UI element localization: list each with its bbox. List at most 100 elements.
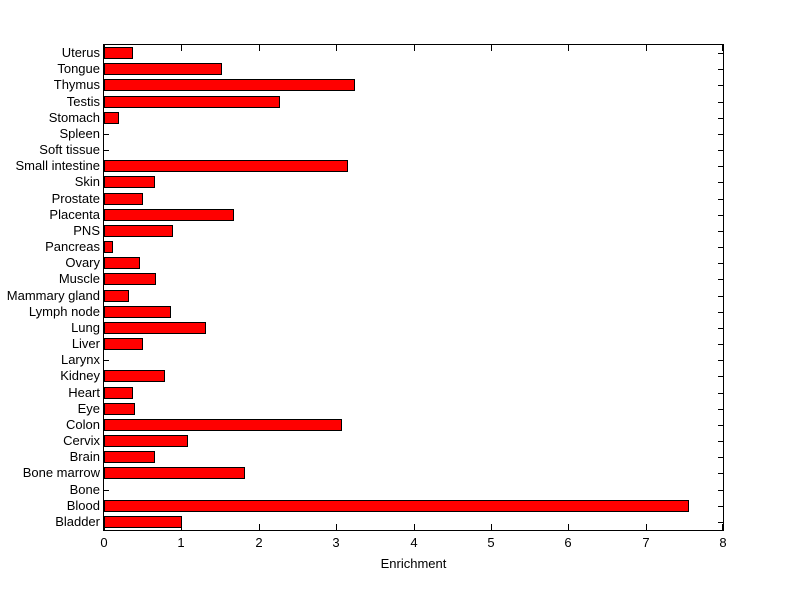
x-axis-tick-bottom	[259, 524, 260, 530]
y-axis-tick-right	[718, 425, 723, 426]
bar-kidney	[104, 370, 165, 382]
y-axis-tick-right	[718, 296, 723, 297]
y-axis-tick-right	[718, 182, 723, 183]
y-tick-label-spleen: Spleen	[59, 126, 100, 141]
y-axis-tick-left	[104, 490, 109, 491]
y-tick-label-uterus: Uterus	[61, 45, 100, 60]
x-tick-label: 4	[410, 535, 418, 550]
y-tick-label-kidney: Kidney	[60, 368, 100, 383]
y-axis-tick-left	[104, 150, 109, 151]
x-tick-label: 1	[177, 535, 185, 550]
bar-testis	[104, 96, 280, 108]
y-tick-label-colon: Colon	[66, 417, 100, 432]
bar-prostate	[104, 193, 143, 205]
bar-mammary-gland	[104, 290, 129, 302]
bar-pancreas	[104, 241, 113, 253]
y-axis-tick-right	[718, 118, 723, 119]
bar-liver	[104, 338, 143, 350]
y-tick-label-ovary: Ovary	[65, 255, 100, 270]
y-axis-tick-right	[718, 53, 723, 54]
x-axis-tick-bottom	[568, 524, 569, 530]
x-axis-title: Enrichment	[380, 556, 447, 571]
bar-lung	[104, 322, 206, 334]
bar-small-intestine	[104, 160, 348, 172]
y-tick-label-brain: Brain	[69, 449, 100, 464]
y-tick-label-small-intestine: Small intestine	[15, 158, 100, 173]
bar-ovary	[104, 257, 140, 269]
y-axis-tick-right	[718, 522, 723, 523]
bar-placenta	[104, 209, 234, 221]
bar-tongue	[104, 63, 222, 75]
bar-bladder	[104, 516, 182, 528]
y-axis-tick-right	[718, 393, 723, 394]
y-axis-tick-right	[718, 102, 723, 103]
y-axis-tick-right	[718, 441, 723, 442]
y-tick-label-soft-tissue: Soft tissue	[39, 142, 100, 157]
y-tick-label-skin: Skin	[74, 174, 100, 189]
y-tick-label-eye: Eye	[77, 401, 100, 416]
y-axis-tick-right	[718, 247, 723, 248]
y-axis-tick-left	[104, 360, 109, 361]
bar-brain	[104, 451, 155, 463]
y-axis-tick-right	[718, 473, 723, 474]
y-tick-label-prostate: Prostate	[51, 191, 100, 206]
y-tick-label-blood: Blood	[66, 498, 100, 513]
bar-pns	[104, 225, 173, 237]
y-tick-label-bone: Bone	[69, 482, 100, 497]
y-axis-tick-right	[718, 490, 723, 491]
bar-stomach	[104, 112, 119, 124]
y-tick-label-placenta: Placenta	[49, 207, 100, 222]
y-axis-tick-right	[718, 69, 723, 70]
y-tick-label-testis: Testis	[66, 94, 100, 109]
y-axis-tick-right	[718, 376, 723, 377]
bar-lymph-node	[104, 306, 171, 318]
y-tick-label-lung: Lung	[71, 320, 100, 335]
x-axis-tick-bottom	[491, 524, 492, 530]
y-axis-tick-right	[718, 344, 723, 345]
bar-heart	[104, 387, 133, 399]
bar-bone-marrow	[104, 467, 245, 479]
y-axis-tick-right	[718, 506, 723, 507]
bar-muscle	[104, 273, 156, 285]
bar-skin	[104, 176, 155, 188]
x-axis-tick-top	[568, 45, 569, 51]
y-tick-label-liver: Liver	[71, 336, 100, 351]
y-axis-tick-right	[718, 199, 723, 200]
x-tick-label: 0	[100, 535, 108, 550]
y-tick-label-muscle: Muscle	[58, 271, 100, 286]
x-axis-tick-bottom	[336, 524, 337, 530]
x-axis-tick-bottom	[722, 524, 723, 530]
y-axis-tick-right	[718, 457, 723, 458]
y-axis-tick-right	[718, 312, 723, 313]
y-tick-label-thymus: Thymus	[53, 77, 100, 92]
y-axis-tick-right	[718, 215, 723, 216]
x-axis-tick-top	[414, 45, 415, 51]
y-tick-label-mammary-gland: Mammary gland	[6, 288, 100, 303]
x-axis-tick-top	[336, 45, 337, 51]
x-axis-tick-top	[722, 45, 723, 51]
bar-eye	[104, 403, 135, 415]
x-axis-tick-top	[259, 45, 260, 51]
y-tick-label-stomach: Stomach	[48, 110, 100, 125]
y-axis-tick-right	[718, 231, 723, 232]
x-tick-label: 2	[255, 535, 263, 550]
plot-area	[103, 44, 724, 531]
y-tick-label-bone-marrow: Bone marrow	[22, 465, 100, 480]
x-axis-tick-top	[491, 45, 492, 51]
x-tick-label: 8	[719, 535, 727, 550]
y-axis-tick-right	[718, 409, 723, 410]
y-axis-tick-left	[104, 134, 109, 135]
y-axis-tick-right	[718, 263, 723, 264]
x-tick-label: 7	[642, 535, 650, 550]
bar-colon	[104, 419, 342, 431]
x-tick-label: 5	[487, 535, 495, 550]
y-axis-tick-right	[718, 328, 723, 329]
y-axis-tick-right	[718, 166, 723, 167]
y-tick-label-pancreas: Pancreas	[45, 239, 100, 254]
y-axis-tick-right	[718, 360, 723, 361]
x-axis-tick-top	[646, 45, 647, 51]
y-axis-tick-right	[718, 85, 723, 86]
x-tick-label: 3	[332, 535, 340, 550]
y-axis-tick-right	[718, 150, 723, 151]
y-axis-tick-right	[718, 134, 723, 135]
